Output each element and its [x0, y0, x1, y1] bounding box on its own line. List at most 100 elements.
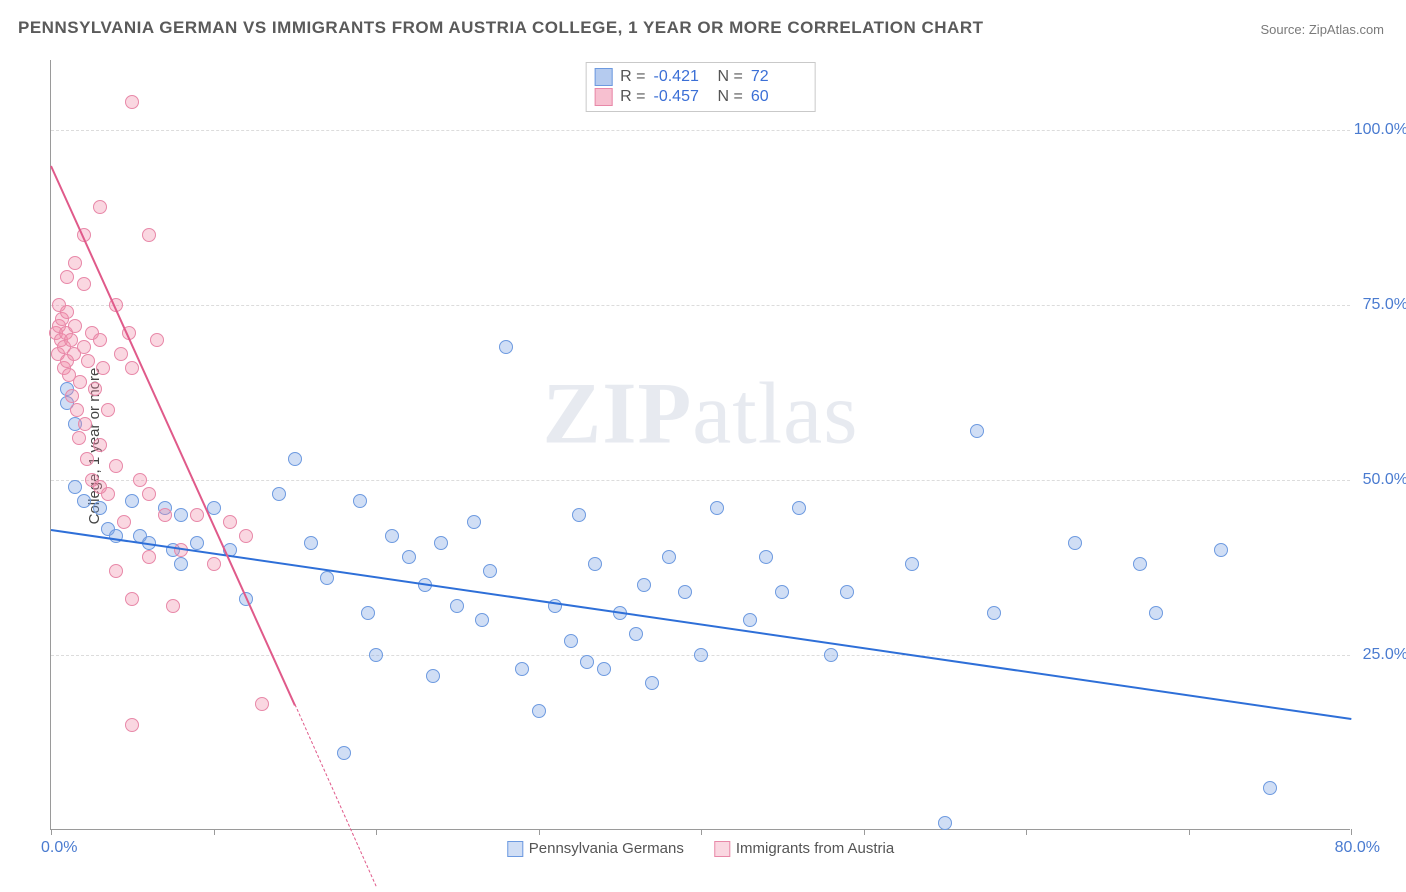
data-point: [93, 438, 107, 452]
legend-swatch: [714, 841, 730, 857]
data-point: [1068, 536, 1082, 550]
data-point: [434, 536, 448, 550]
data-point: [385, 529, 399, 543]
data-point: [572, 508, 586, 522]
data-point: [1133, 557, 1147, 571]
stats-r-label: R =: [620, 88, 645, 106]
data-point: [288, 452, 302, 466]
data-point: [125, 95, 139, 109]
stats-row: R = -0.421 N = 72: [594, 67, 807, 87]
data-point: [1214, 543, 1228, 557]
data-point: [1263, 781, 1277, 795]
data-point: [905, 557, 919, 571]
data-point: [564, 634, 578, 648]
gridline: [51, 305, 1350, 306]
data-point: [190, 508, 204, 522]
legend-swatch: [594, 88, 612, 106]
data-point: [142, 487, 156, 501]
data-point: [150, 333, 164, 347]
data-point: [77, 277, 91, 291]
data-point: [72, 431, 86, 445]
data-point: [1149, 606, 1163, 620]
stats-n-label: N =: [718, 88, 743, 106]
gridline: [51, 130, 1350, 131]
chart-title: PENNSYLVANIA GERMAN VS IMMIGRANTS FROM A…: [18, 18, 984, 38]
data-point: [402, 550, 416, 564]
data-point: [166, 599, 180, 613]
data-point: [60, 305, 74, 319]
data-point: [109, 459, 123, 473]
data-point: [450, 599, 464, 613]
y-tick-label: 50.0%: [1363, 471, 1406, 489]
data-point: [174, 508, 188, 522]
data-point: [840, 585, 854, 599]
data-point: [68, 319, 82, 333]
data-point: [938, 816, 952, 830]
stats-r-label: R =: [620, 68, 645, 86]
data-point: [114, 347, 128, 361]
data-point: [77, 340, 91, 354]
x-tick-mark: [1026, 829, 1027, 835]
source-label: Source: ZipAtlas.com: [1260, 22, 1384, 37]
legend-swatch: [507, 841, 523, 857]
stats-r-value: -0.457: [654, 88, 710, 106]
data-point: [775, 585, 789, 599]
data-point: [475, 613, 489, 627]
data-point: [125, 361, 139, 375]
data-point: [125, 592, 139, 606]
data-point: [81, 354, 95, 368]
trend-line: [51, 529, 1351, 720]
data-point: [588, 557, 602, 571]
legend-item: Pennsylvania Germans: [507, 840, 684, 857]
legend-item: Immigrants from Austria: [714, 840, 894, 857]
data-point: [190, 536, 204, 550]
data-point: [532, 704, 546, 718]
data-point: [70, 403, 84, 417]
data-point: [361, 606, 375, 620]
data-point: [60, 270, 74, 284]
data-point: [125, 718, 139, 732]
data-point: [515, 662, 529, 676]
x-tick-mark: [701, 829, 702, 835]
data-point: [78, 417, 92, 431]
gridline: [51, 480, 1350, 481]
data-point: [93, 200, 107, 214]
data-point: [467, 515, 481, 529]
data-point: [93, 480, 107, 494]
stats-n-value: 60: [751, 88, 807, 106]
data-point: [304, 536, 318, 550]
x-tick-mark: [1189, 829, 1190, 835]
plot-area: ZIPatlas R =-0.421N =72R =-0.457N =60 0.…: [50, 60, 1350, 830]
stats-n-label: N =: [718, 68, 743, 86]
data-point: [824, 648, 838, 662]
data-point: [792, 501, 806, 515]
data-point: [96, 361, 110, 375]
y-tick-label: 75.0%: [1363, 296, 1406, 314]
watermark: ZIPatlas: [543, 363, 859, 464]
data-point: [255, 697, 269, 711]
data-point: [353, 494, 367, 508]
data-point: [93, 333, 107, 347]
data-point: [158, 508, 172, 522]
data-point: [133, 473, 147, 487]
stats-r-value: -0.421: [654, 68, 710, 86]
data-point: [73, 375, 87, 389]
y-tick-label: 100.0%: [1354, 121, 1406, 139]
bottom-legend: Pennsylvania Germans Immigrants from Aust…: [507, 840, 894, 857]
x-tick-mark: [51, 829, 52, 835]
data-point: [68, 256, 82, 270]
data-point: [77, 494, 91, 508]
stats-legend-box: R = -0.421 N = 72 R = -0.457 N = 60: [585, 62, 816, 112]
data-point: [223, 515, 237, 529]
data-point: [759, 550, 773, 564]
stats-n-value: 72: [751, 68, 807, 86]
data-point: [125, 494, 139, 508]
x-tick-mark: [1351, 829, 1352, 835]
stats-row: R = -0.457 N = 60: [594, 87, 807, 107]
data-point: [743, 613, 757, 627]
data-point: [80, 452, 94, 466]
data-point: [678, 585, 692, 599]
data-point: [64, 333, 78, 347]
legend-label: Immigrants from Austria: [736, 840, 894, 857]
data-point: [142, 550, 156, 564]
